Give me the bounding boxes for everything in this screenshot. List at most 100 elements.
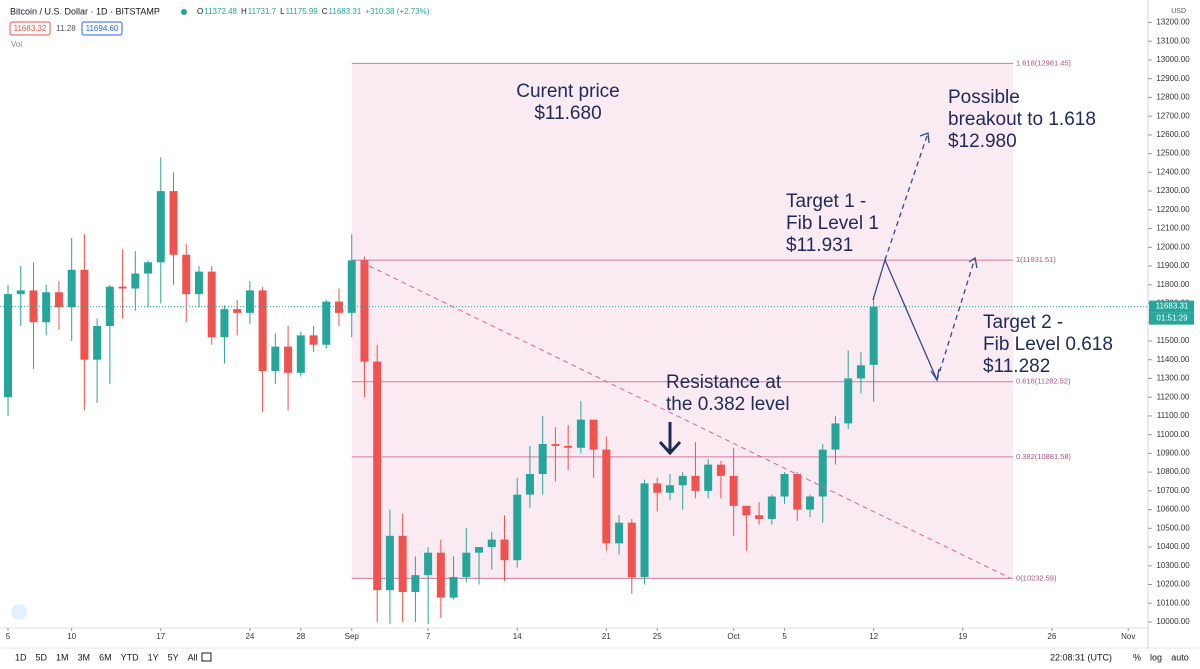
candle-body xyxy=(564,445,573,448)
candle-body xyxy=(525,473,534,495)
candle-body xyxy=(4,294,13,398)
y-tick-label: 13000.00 xyxy=(1156,55,1190,64)
x-tick-label: 14 xyxy=(513,632,522,641)
y-tick-label: 10100.00 xyxy=(1156,598,1190,607)
currency: USD xyxy=(1171,8,1186,15)
y-tick-label: 11400.00 xyxy=(1157,355,1190,364)
candle-body xyxy=(93,325,102,360)
x-tick-label: 25 xyxy=(653,632,662,641)
candle-body xyxy=(373,361,382,591)
y-tick-label: 12300.00 xyxy=(1156,186,1190,195)
annotation-line: Curent price xyxy=(516,81,620,102)
annotation-line: $12.980 xyxy=(948,131,1017,152)
logo xyxy=(11,604,27,620)
range-button[interactable]: YTD xyxy=(121,652,140,662)
range-button[interactable]: 1D xyxy=(15,652,27,662)
candle-body xyxy=(449,577,458,598)
candle-body xyxy=(475,547,484,553)
plot-area: 1.618(12981.45) 1(11931.51) 0.618(11282.52… xyxy=(0,58,1148,624)
y-tick-label: 11900.00 xyxy=(1157,261,1190,270)
candle-body xyxy=(42,292,51,323)
y-tick-label: 10200.00 xyxy=(1156,580,1190,589)
candle-body xyxy=(258,290,267,371)
candle-body xyxy=(322,301,331,345)
candle-body xyxy=(500,539,509,561)
legend-key: C xyxy=(322,7,328,16)
y-tick-label: 11300.00 xyxy=(1157,374,1190,383)
legend-key: O xyxy=(197,7,203,16)
candle-body xyxy=(640,483,649,578)
projection-arrow-dashed xyxy=(936,257,976,381)
annotation-line: $11.282 xyxy=(983,356,1050,377)
fib-label: 0(10232.59) xyxy=(1016,573,1057,582)
y-tick-label: 11200.00 xyxy=(1157,392,1190,401)
trend-line xyxy=(360,261,1011,579)
candle-body xyxy=(627,522,636,578)
candle-body xyxy=(284,346,293,373)
range-button[interactable]: 5Y xyxy=(168,652,179,662)
candle-body xyxy=(767,496,776,519)
x-tick-label: Sep xyxy=(345,632,360,641)
candle-body xyxy=(780,473,789,497)
range-button[interactable]: 3M xyxy=(78,652,91,662)
x-tick-label: 5 xyxy=(782,632,787,641)
candle-body xyxy=(118,286,127,289)
down-arrow-head xyxy=(658,440,682,456)
candle-body xyxy=(385,535,394,591)
candle-body xyxy=(105,286,114,326)
candle-body xyxy=(398,535,407,593)
scale-option[interactable]: log xyxy=(1150,652,1162,662)
candle-body xyxy=(16,290,25,295)
candle-body xyxy=(67,269,76,308)
candle-body xyxy=(335,301,344,313)
price-tag xyxy=(1149,300,1194,313)
y-tick-label: 10500.00 xyxy=(1156,523,1190,532)
clock: 22:08:31 (UTC) xyxy=(1050,652,1112,662)
candle-body xyxy=(678,475,687,486)
legend-change: +310.38 (+2.73%) xyxy=(365,7,429,16)
candle-body xyxy=(169,191,178,255)
spread: 11.28 xyxy=(56,24,76,33)
range-button[interactable]: 1Y xyxy=(148,652,159,662)
range-button[interactable]: 5D xyxy=(36,652,48,662)
x-tick-label: 21 xyxy=(602,632,611,641)
annotation-line: $11.931 xyxy=(786,235,853,256)
candle-body xyxy=(716,464,725,476)
x-tick-label: 17 xyxy=(156,632,165,641)
y-tick-label: 12200.00 xyxy=(1156,205,1190,214)
candle-body xyxy=(818,449,827,497)
scale-option[interactable]: % xyxy=(1133,652,1141,662)
ask-box[interactable] xyxy=(81,21,123,36)
legend-key: H xyxy=(241,7,247,16)
range-button[interactable]: 6M xyxy=(99,652,112,662)
y-tick-label: 13100.00 xyxy=(1156,36,1190,45)
countdown: 01:51:29 xyxy=(1156,314,1188,323)
y-tick-label: 11100.00 xyxy=(1157,411,1190,420)
y-tick-label: 10300.00 xyxy=(1156,561,1190,570)
y-tick-label: 10400.00 xyxy=(1156,542,1190,551)
range-button[interactable]: 1M xyxy=(56,652,69,662)
candle-body xyxy=(691,475,700,491)
y-tick-label: 12800.00 xyxy=(1156,93,1190,102)
legend-value: 11372.48 xyxy=(204,7,237,16)
bid: 11683.32 xyxy=(14,24,47,33)
legend-key: L xyxy=(280,7,285,16)
range-button[interactable]: All xyxy=(188,652,198,662)
scale-option[interactable]: auto xyxy=(1171,652,1189,662)
candle-body xyxy=(360,260,369,362)
x-tick-label: Oct xyxy=(727,632,740,641)
candle-body xyxy=(856,365,865,379)
y-tick-label: 12400.00 xyxy=(1156,167,1190,176)
market-status xyxy=(181,9,187,15)
candle-body xyxy=(271,346,280,371)
candle-body xyxy=(220,309,229,338)
calendar-icon[interactable] xyxy=(201,652,212,662)
annotation-line: Target 2 - xyxy=(983,312,1063,333)
bid-box[interactable] xyxy=(9,21,51,36)
symbol-title: Bitcoin / U.S. Dollar · 1D · BITSTAMP xyxy=(10,6,160,16)
candle-body xyxy=(653,483,662,493)
candle-body xyxy=(602,449,611,544)
fib-label: 1.618(12981.45) xyxy=(1016,58,1072,67)
